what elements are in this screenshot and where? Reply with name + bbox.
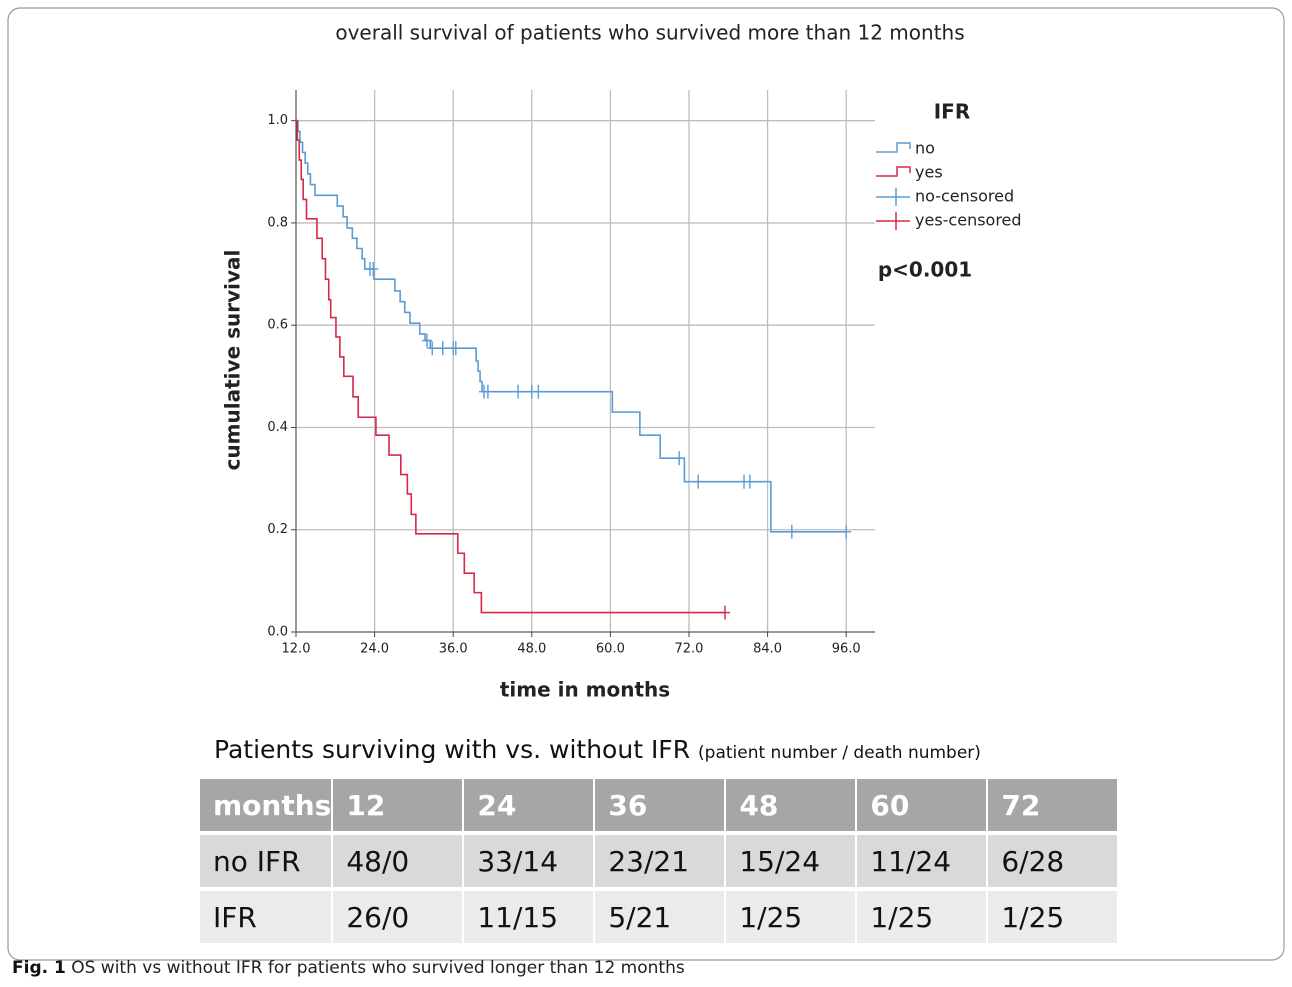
y-tick-label: 0.6 (267, 318, 288, 333)
legend-swatch (876, 166, 911, 177)
censor-mark (786, 524, 797, 539)
header-cell: months (200, 779, 332, 831)
table-cell: 23/21 (595, 835, 725, 887)
header-cell: 48 (726, 779, 856, 831)
header-cell: 36 (595, 779, 725, 831)
x-tick-label: 96.0 (832, 642, 861, 657)
caption-text: OS with vs without IFR for patients who … (71, 958, 685, 978)
table-cell: 26/0 (333, 891, 463, 943)
x-axis-label: time in months (500, 678, 670, 702)
table-cell: 1/25 (988, 891, 1118, 943)
x-tick-label: 24.0 (360, 642, 389, 657)
y-tick-label: 1.0 (267, 113, 288, 128)
header-cell: 72 (988, 779, 1118, 831)
censor-mark (421, 333, 432, 348)
table-title-main: Patients surviving with vs. without IFR (214, 735, 691, 764)
caption-label: Fig. 1 (12, 958, 66, 978)
survival-curve (296, 119, 847, 533)
legend-label: yes (915, 163, 943, 182)
censor-mark (368, 261, 379, 276)
legend-label: no-censored (915, 187, 1014, 206)
censor-mark (744, 474, 755, 489)
frame (7, 7, 1285, 961)
legend-swatch (876, 212, 910, 230)
survival-curve (296, 119, 726, 614)
censor-mark (841, 524, 852, 539)
header-cell: 60 (857, 779, 987, 831)
table-cell: no IFR (200, 835, 332, 887)
censor-mark (482, 384, 493, 399)
y-tick-label: 0.4 (267, 420, 288, 435)
legend-label: yes-censored (915, 211, 1022, 230)
table-cell: 15/24 (726, 835, 856, 887)
censor-mark (437, 341, 448, 356)
x-tick-label: 48.0 (517, 642, 546, 657)
legend-label: no (915, 139, 935, 158)
censor-mark (427, 341, 438, 356)
table-title: Patients surviving with vs. without IFR … (214, 735, 981, 764)
table-cell: 1/25 (857, 891, 987, 943)
table-row: IFR 26/0 11/15 5/21 1/25 1/25 1/25 (200, 891, 1118, 943)
table-cell: 33/14 (464, 835, 594, 887)
table-row: no IFR 48/0 33/14 23/21 15/24 11/24 6/28 (200, 835, 1118, 887)
censor-mark (450, 341, 461, 356)
table-cell: 11/15 (464, 891, 594, 943)
chart-title: overall survival of patients who survive… (335, 21, 964, 45)
table-cell: 5/21 (595, 891, 725, 943)
legend-title: IFR (934, 100, 971, 124)
x-tick-label: 36.0 (439, 642, 468, 657)
legend-swatch (876, 188, 910, 206)
table-cell: 1/25 (726, 891, 856, 943)
y-tick-label: 0.2 (267, 522, 288, 537)
legend-swatch (876, 142, 911, 153)
x-tick-label: 84.0 (753, 642, 782, 657)
censor-mark (513, 384, 524, 399)
x-tick-label: 60.0 (596, 642, 625, 657)
table-subtitle: (patient number / death number) (698, 743, 981, 763)
table-cell: IFR (200, 891, 332, 943)
y-tick-label: 0.0 (267, 625, 288, 640)
censor-mark (693, 474, 704, 489)
table-cell: 48/0 (333, 835, 463, 887)
header-cell: 12 (333, 779, 463, 831)
table-cell: 6/28 (988, 835, 1118, 887)
y-tick-label: 0.8 (267, 215, 288, 230)
y-axis-label: cumulative survival (221, 250, 245, 471)
x-tick-label: 12.0 (282, 642, 311, 657)
censor-mark (720, 605, 731, 620)
annotation: p<0.001 (878, 258, 972, 282)
header-cell: 24 (464, 779, 594, 831)
table-header-row: months 12 24 36 48 60 72 (200, 779, 1118, 831)
caption: Fig. 1 OS with vs without IFR for patien… (12, 958, 685, 978)
table-cell: 11/24 (857, 835, 987, 887)
table: months 12 24 36 48 60 72 no IFR 48/0 33/14 23/21 15… (198, 775, 1119, 947)
censor-mark (533, 384, 544, 399)
censor-mark (674, 451, 685, 466)
x-tick-label: 72.0 (675, 642, 704, 657)
